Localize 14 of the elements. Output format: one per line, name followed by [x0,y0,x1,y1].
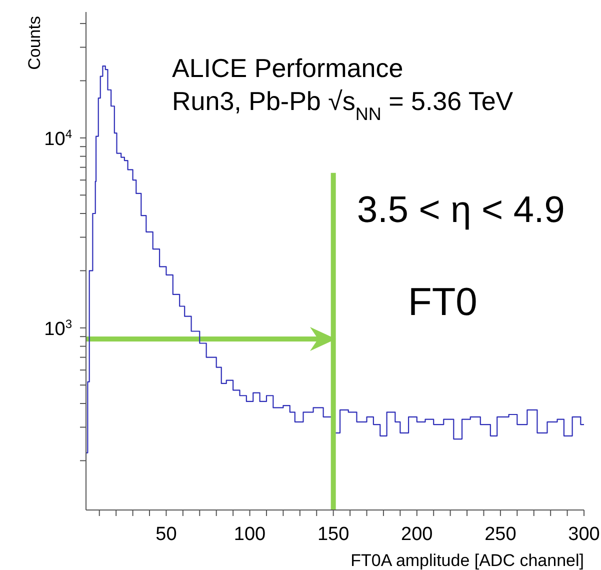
y-tick-label: 10$^{3}$ [44,316,72,340]
y-tick-label: 10$^{4}$ [44,126,72,150]
y-axis-title: Counts [25,16,44,70]
annotation: ALICE Performance [172,53,404,83]
x-tick-label: 50 [156,524,177,545]
annotation: 3.5 < η < 4.9 [357,189,565,230]
annotation: Run3, Pb-Pb √s$_{NN}$ = 5.36 TeV [172,86,514,124]
x-tick-label: 200 [401,524,433,545]
x-tick-label: 100 [234,524,266,545]
x-axis-title: FT0A amplitude [ADC channel] [350,551,584,570]
annotation: FT0 [408,281,478,324]
x-tick-label: 300 [568,524,600,545]
x-tick-label: 150 [317,524,350,545]
x-tick-label: 250 [484,524,516,545]
